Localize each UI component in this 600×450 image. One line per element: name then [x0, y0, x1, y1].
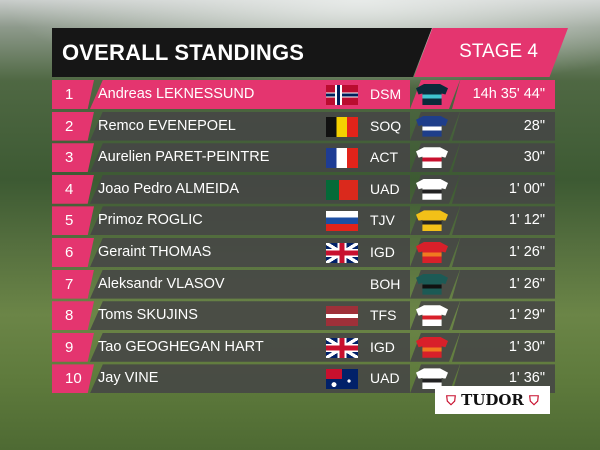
flag-norway-icon — [326, 85, 358, 105]
table-row: 6 Geraint THOMAS IGD 1' 26" — [52, 238, 555, 267]
team-jersey-icon — [416, 115, 448, 137]
stage-badge: STAGE 4 — [414, 28, 568, 77]
page-title: OVERALL STANDINGS — [62, 40, 305, 65]
team-jersey-icon — [416, 178, 448, 200]
table-row: 7 Aleksandr VLASOV BOH 1' 26" — [52, 269, 555, 299]
table-row: 5 Primoz ROGLIC TJV 1' 12" — [52, 206, 555, 236]
flag-uk-icon — [326, 337, 358, 358]
team-code: SOQ — [370, 117, 402, 134]
gap-time: 28" — [523, 117, 545, 134]
time-cell: 28" — [452, 111, 555, 141]
rank: 10 — [52, 364, 94, 394]
flag-belgium-icon — [326, 116, 358, 137]
time-cell: 1' 12" — [452, 206, 555, 236]
time-cell: 30" — [452, 143, 555, 173]
time-cell: 1' 26" — [452, 269, 555, 299]
flag-slovenia-icon — [326, 211, 358, 232]
time-cell: 1' 00" — [452, 174, 555, 204]
rank: 4 — [52, 174, 94, 204]
shield-icon: ⛉ — [529, 394, 539, 409]
flag-france-icon — [326, 148, 358, 169]
rider-name: Toms SKUJINS — [98, 307, 198, 324]
rider-name: Tao GEOGHEGAN HART — [98, 338, 264, 355]
rider-name: Aleksandr VLASOV — [98, 275, 225, 292]
rank: 1 — [52, 80, 94, 109]
sponsor-text: TUDOR — [461, 391, 524, 409]
team-code: TFS — [370, 307, 397, 324]
time-cell: 1' 26" — [452, 238, 555, 267]
table-row: 9 Tao GEOGHEGAN HART IGD 1' 30" — [52, 332, 555, 362]
team-code: UAD — [370, 180, 400, 197]
rider-name: Geraint THOMAS — [98, 244, 212, 260]
table-row: 2 Remco EVENEPOEL SOQ 28" — [52, 111, 555, 141]
team-jersey-icon — [416, 242, 448, 263]
rank: 7 — [52, 269, 94, 299]
team-code: ACT — [370, 149, 398, 166]
standings-header: OVERALL STANDINGS — [52, 28, 432, 77]
time-cell: 1' 30" — [452, 332, 555, 362]
rank: 5 — [52, 206, 94, 236]
stage-label: STAGE 4 — [459, 41, 538, 62]
team-code: TJV — [370, 212, 395, 229]
gap-time: 1' 29" — [508, 307, 545, 324]
flag-latvia-icon — [326, 306, 358, 327]
table-row: 1 Andreas LEKNESSUND DSM 14h 35' 44" — [52, 80, 555, 109]
team-jersey-icon — [416, 147, 448, 169]
table-row: 10 Jay VINE UAD 1' 36" — [52, 364, 555, 394]
flag-australia-icon — [326, 369, 358, 390]
team-code: IGD — [370, 244, 395, 260]
team-jersey-icon — [416, 305, 448, 327]
team-jersey-icon — [416, 368, 448, 390]
shield-icon: ⛉ — [446, 394, 456, 409]
table-row: 4 Joao Pedro ALMEIDA UAD 1' 00" — [52, 174, 555, 204]
gap-time: 1' 00" — [508, 180, 545, 197]
team-jersey-icon — [416, 336, 448, 358]
rank: 9 — [52, 332, 94, 362]
rank: 2 — [52, 111, 94, 141]
gap-time: 1' 12" — [508, 212, 545, 229]
flag-portugal-icon — [326, 179, 358, 200]
rider-name: Remco EVENEPOEL — [98, 117, 236, 134]
team-jersey-icon — [416, 84, 448, 105]
time-cell: 1' 29" — [452, 301, 555, 331]
gap-time: 1' 26" — [508, 244, 545, 260]
table-row: 8 Toms SKUJINS TFS 1' 29" — [52, 301, 555, 331]
rank: 6 — [52, 238, 94, 267]
sponsor-logo-tudor: ⛉ TUDOR ⛉ — [435, 386, 550, 414]
gap-time: 1' 36" — [508, 370, 545, 387]
rider-name: Jay VINE — [98, 370, 159, 387]
gap-time: 30" — [523, 149, 545, 166]
team-code: BOH — [370, 275, 401, 292]
rider-name: Andreas LEKNESSUND — [98, 86, 255, 102]
rank: 8 — [52, 301, 94, 331]
gap-time: 1' 26" — [508, 275, 545, 292]
rider-cell — [90, 269, 410, 299]
rider-name: Aurelien PARET-PEINTRE — [98, 149, 270, 166]
team-code: IGD — [370, 338, 395, 355]
rider-name: Joao Pedro ALMEIDA — [98, 180, 240, 197]
rank: 3 — [52, 143, 94, 173]
rider-name: Primoz ROGLIC — [98, 212, 203, 229]
gap-time: 14h 35' 44" — [472, 86, 545, 102]
team-code: DSM — [370, 86, 402, 102]
flag-uk-icon — [326, 243, 358, 263]
time-cell: 14h 35' 44" — [452, 80, 555, 109]
gap-time: 1' 30" — [508, 338, 545, 355]
team-jersey-icon — [416, 210, 448, 232]
team-code: UAD — [370, 370, 400, 387]
table-row: 3 Aurelien PARET-PEINTRE ACT 30" — [52, 143, 555, 173]
team-jersey-icon — [416, 273, 448, 295]
